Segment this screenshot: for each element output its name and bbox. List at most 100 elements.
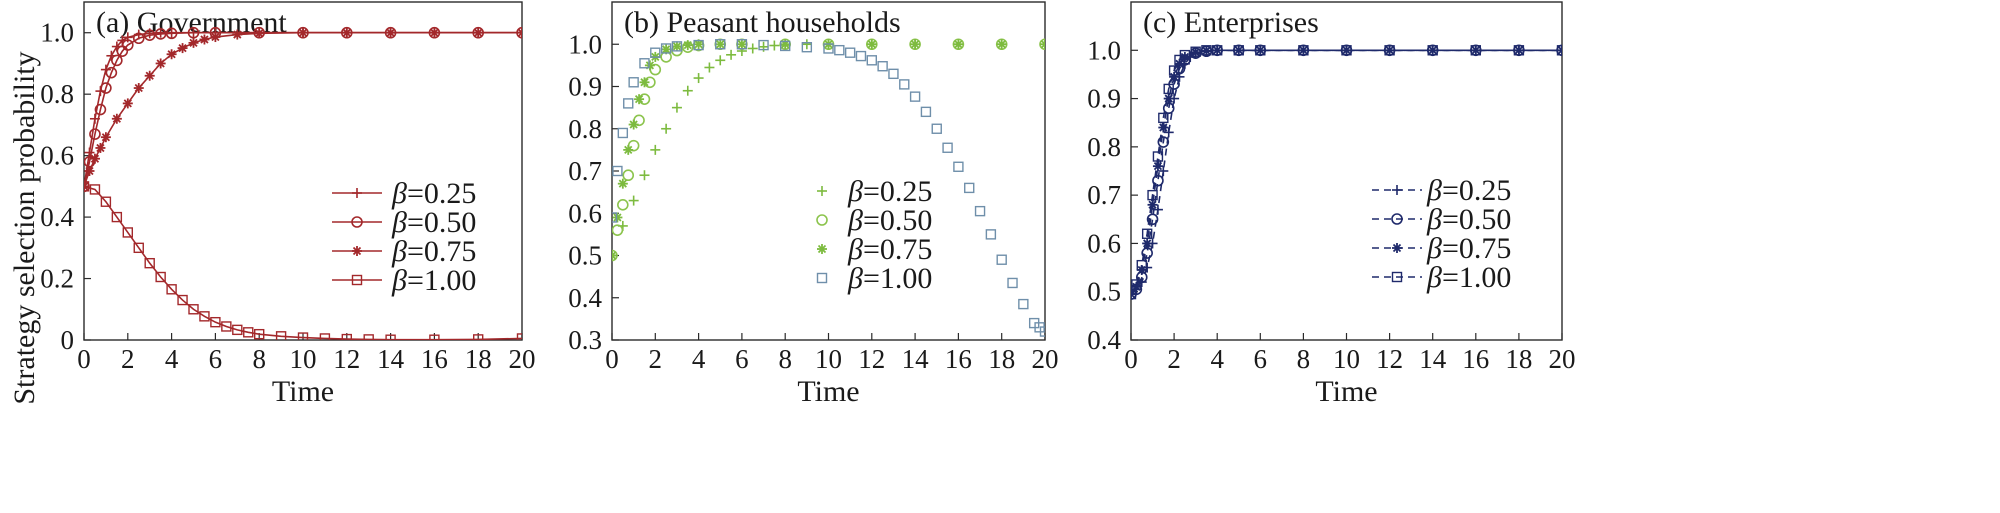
data-point	[639, 77, 650, 88]
series-c-4	[1131, 45, 1562, 300]
legend-marker	[352, 188, 362, 198]
data-point	[758, 39, 769, 51]
data-point	[704, 62, 715, 73]
series-a-2	[84, 26, 522, 193]
data-point	[363, 334, 374, 340]
data-point	[985, 229, 997, 240]
x-tick-label: 12	[333, 344, 360, 374]
data-point	[188, 37, 199, 48]
data-point	[1341, 45, 1352, 56]
legend-item-b-4: β=1.00	[816, 262, 932, 295]
shared-y-axis-title: Strategy selection probability	[8, 51, 41, 404]
legend-marker	[816, 214, 828, 226]
plot-area	[612, 38, 1045, 337]
data-point	[1163, 93, 1174, 104]
data-point	[111, 54, 123, 67]
data-point	[899, 79, 910, 90]
data-point	[243, 327, 254, 338]
y-tick-label: 1.0	[40, 18, 74, 48]
data-point	[634, 94, 645, 105]
x-tick-label: 0	[77, 344, 91, 374]
series-line	[84, 31, 522, 187]
x-tick-label: 18	[988, 344, 1015, 374]
data-point	[166, 284, 177, 295]
legend-label: β=0.25	[847, 175, 932, 208]
data-point	[623, 144, 634, 155]
series-b-2	[612, 38, 1045, 262]
y-tick-label: 0.6	[40, 141, 74, 171]
data-point	[1131, 288, 1137, 300]
data-point	[834, 44, 845, 56]
legend-label: β=0.25	[1426, 174, 1511, 207]
data-point	[693, 39, 704, 51]
data-point	[165, 27, 178, 40]
data-point	[100, 196, 112, 207]
x-tick-label: 16	[945, 344, 972, 374]
data-point	[84, 147, 95, 158]
data-point	[953, 161, 964, 172]
data-point	[715, 55, 726, 66]
data-point	[1470, 45, 1482, 56]
data-point	[341, 27, 352, 38]
y-tick-label: 0.8	[568, 114, 602, 144]
data-point	[122, 227, 134, 238]
panel-title: (c) Enterprises	[1143, 6, 1319, 39]
legend-item-a-4: β=1.00	[332, 264, 476, 297]
data-point	[953, 39, 964, 50]
data-point	[1131, 289, 1136, 300]
data-point	[1158, 112, 1169, 124]
x-tick-label: 14	[902, 344, 930, 374]
data-point	[473, 27, 484, 38]
data-point	[1557, 45, 1562, 56]
data-point	[920, 106, 932, 118]
data-point	[623, 98, 634, 109]
chart-panel-c: 0 2 4 6 8 10 12 14 16 18 20 0.4 0.5 0.6 0.7 0.8 0.9 1.0 (c…	[1087, 1, 1576, 408]
legend-item-c-1: β=0.25	[1372, 174, 1511, 207]
data-point	[155, 271, 166, 283]
legend-label: β=0.50	[847, 204, 932, 237]
data-point	[1163, 83, 1174, 95]
legend-item-a-2: β=0.50	[332, 206, 476, 239]
data-point	[1147, 199, 1158, 210]
data-point	[693, 73, 704, 84]
data-point	[111, 113, 122, 124]
data-point	[210, 32, 221, 43]
data-point	[844, 47, 856, 58]
legend-marker	[817, 244, 827, 254]
data-point	[429, 27, 440, 38]
data-point	[1147, 189, 1158, 201]
legend-item-c-4: β=1.00	[1372, 261, 1511, 294]
data-point	[1142, 238, 1153, 249]
legend-marker	[1392, 185, 1402, 195]
data-point	[1211, 45, 1223, 56]
data-point	[715, 39, 726, 50]
data-point	[888, 68, 899, 80]
x-tick-label: 14	[1419, 344, 1447, 374]
legend-label: β=1.00	[391, 264, 476, 297]
y-tick-label: 0.6	[568, 198, 602, 228]
data-point	[122, 98, 133, 109]
x-axis-title: Time	[1315, 375, 1377, 408]
data-point	[94, 103, 107, 116]
data-point	[143, 29, 156, 41]
data-point	[341, 333, 352, 340]
legend-label: β=0.75	[1426, 232, 1511, 265]
data-point	[155, 58, 166, 69]
series-a-3	[84, 27, 522, 192]
legend-marker	[1391, 213, 1403, 225]
data-point	[221, 321, 232, 332]
x-tick-label: 12	[1376, 344, 1403, 374]
x-tick-label: 12	[858, 344, 885, 374]
data-point	[1039, 326, 1045, 337]
data-point	[612, 224, 624, 236]
data-point	[84, 181, 90, 192]
x-tick-label: 6	[1254, 344, 1268, 374]
series-a-4	[84, 181, 522, 340]
data-point	[1152, 174, 1164, 187]
data-point	[909, 91, 921, 102]
data-point	[1427, 45, 1438, 56]
data-point	[715, 39, 726, 50]
data-point	[801, 42, 813, 53]
x-tick-label: 8	[252, 344, 266, 374]
